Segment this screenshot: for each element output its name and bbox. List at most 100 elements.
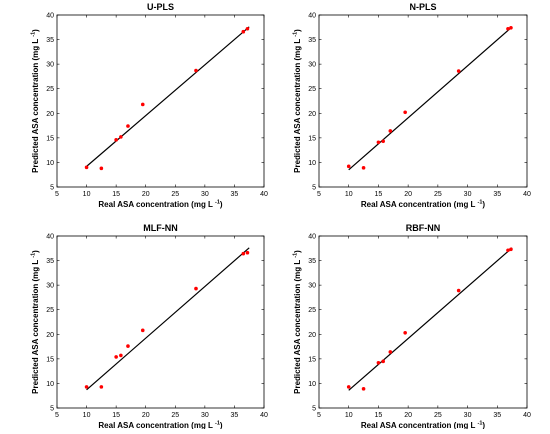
chart-1-y-tick-label: 15 <box>308 135 316 142</box>
chart-2-x-axis-label: Real ASA concentration (mg L -1) <box>98 421 223 430</box>
chart-1-title: N-PLS <box>410 2 437 12</box>
chart-0-data-point <box>241 29 246 34</box>
chart-3-x-tick-label: 30 <box>464 412 472 419</box>
chart-0-y-axis-label-close: ) <box>31 29 40 32</box>
chart-1-x-tick-label: 40 <box>523 191 531 198</box>
chart-1-y-tick-label: 30 <box>308 62 316 69</box>
chart-3-y-axis-label-close: ) <box>293 250 302 253</box>
chart-0-fit-line <box>86 26 250 167</box>
chart-1-y-axis-label-text: Predicted ASA concentration (mg L <box>293 37 302 173</box>
chart-0-y-tick-label: 10 <box>46 160 54 167</box>
chart-2-y-tick-label: 30 <box>46 283 54 290</box>
chart-0-x-axis-label-close: ) <box>220 200 223 209</box>
chart-1-y-tick-label: 25 <box>308 86 316 93</box>
chart-0-y-tick-label: 35 <box>46 37 54 44</box>
chart-2-x-tick-label: 40 <box>260 412 268 419</box>
chart-3-y-tick-label: 5 <box>312 406 316 413</box>
chart-0-x-tick-label: 40 <box>260 191 268 198</box>
chart-3-fit-line <box>348 247 513 391</box>
chart-3-data-point <box>361 387 366 391</box>
chart-3-panel: 5 10 15 20 25 30 35 40 5 10 15 20 25 30 35 40 RBF-NN Real… <box>293 223 531 430</box>
chart-0-title: U-PLS <box>147 2 174 12</box>
chart-2-y-tick-label: 40 <box>46 234 54 241</box>
chart-2-data-point <box>84 385 89 389</box>
chart-3-x-tick-label: 35 <box>493 412 501 419</box>
chart-1-data-point <box>509 25 513 30</box>
chart-1-data-point <box>403 110 407 115</box>
chart-3-data-point <box>403 331 407 335</box>
chart-3-x-axis-label-close: ) <box>482 421 485 429</box>
chart-1-data-point <box>376 140 381 145</box>
chart-2-y-tick-label: 20 <box>46 332 54 339</box>
chart-3-title: RBF-NN <box>406 223 441 233</box>
chart-2-data-point <box>140 328 145 333</box>
chart-3-y-tick-label: 35 <box>308 258 316 265</box>
chart-0-y-tick-label: 5 <box>50 185 54 192</box>
chart-1-panel: 5 10 15 20 25 30 35 40 5 10 15 20 25 30 35 40 N-PLS Real … <box>293 2 531 209</box>
chart-2-y-tick-label: 35 <box>46 258 54 265</box>
chart-0-data-point <box>194 68 198 73</box>
chart-0-data-point <box>140 102 145 107</box>
chart-0-x-tick-label: 35 <box>231 191 239 198</box>
chart-2-data-point <box>245 250 250 255</box>
chart-2-y-axis-label-exponent: -1 <box>31 253 37 258</box>
chart-3-x-axis-label-exponent: -1 <box>478 421 483 427</box>
chart-3-x-axis-label: Real ASA concentration (mg L -1) <box>361 421 486 430</box>
chart-1-y-axis-label-exponent: -1 <box>293 32 299 37</box>
chart-0-y-axis-label-exponent: -1 <box>31 32 37 37</box>
chart-3-y-tick-label: 30 <box>308 283 316 290</box>
chart-0-data-point <box>114 138 118 142</box>
chart-1-x-tick-label: 20 <box>404 191 412 198</box>
chart-1-x-axis-label-text: Real ASA concentration (mg L <box>361 200 478 209</box>
chart-3-x-tick-label: 10 <box>345 412 353 419</box>
chart-3-y-tick-label: 20 <box>308 332 316 339</box>
chart-3-data-point <box>506 248 510 253</box>
chart-1-y-tick-label: 10 <box>308 160 316 167</box>
chart-0-y-axis-label: Predicted ASA concentration (mg L -1) <box>31 29 41 173</box>
chart-3-y-axis-label-exponent: -1 <box>293 253 299 258</box>
chart-0-x-axis-label-text: Real ASA concentration (mg L <box>98 200 215 209</box>
chart-3-data-point <box>381 359 385 364</box>
chart-0-y-tick-label: 25 <box>46 86 54 93</box>
chart-0-data-point <box>245 26 250 31</box>
chart-2-x-tick-label: 5 <box>55 412 59 419</box>
chart-2-panel: 5 10 15 20 25 30 35 40 5 10 15 20 25 30 35 40 MLF-NN Real… <box>31 223 268 430</box>
chart-1-x-tick-label: 15 <box>375 191 383 198</box>
chart-2-data-point <box>119 353 123 358</box>
chart-0-y-tick-label: 15 <box>46 135 54 142</box>
chart-0-data-point <box>84 165 89 170</box>
chart-3-x-tick-label: 40 <box>523 412 531 419</box>
chart-2-y-tick-label: 5 <box>50 406 54 413</box>
chart-2-y-axis-label: Predicted ASA concentration (mg L -1) <box>31 250 41 394</box>
chart-1-y-tick-label: 35 <box>308 37 316 44</box>
chart-2-y-tick-label: 15 <box>46 356 54 363</box>
chart-3-data-point <box>346 385 351 389</box>
chart-3-x-tick-label: 5 <box>317 412 321 419</box>
chart-1-x-tick-label: 35 <box>493 191 501 198</box>
chart-2-data-point <box>99 385 104 389</box>
chart-1-data-point <box>456 69 461 73</box>
chart-1-fit-line <box>348 26 513 171</box>
chart-1-x-tick-label: 25 <box>434 191 442 198</box>
chart-2-data-point <box>194 286 198 291</box>
chart-3-y-tick-label: 40 <box>308 234 316 241</box>
chart-0-x-tick-label: 10 <box>83 191 91 198</box>
chart-3-x-tick-label: 25 <box>434 412 442 419</box>
chart-1-y-axis-label-close: ) <box>293 29 302 32</box>
chart-2-x-tick-label: 35 <box>231 412 239 419</box>
chart-2-data-point <box>241 251 246 256</box>
chart-0-x-axis-label: Real ASA concentration (mg L -1) <box>98 200 223 210</box>
chart-1-data-point <box>388 129 393 133</box>
chart-3-y-axis-label: Predicted ASA concentration (mg L -1) <box>293 250 303 394</box>
chart-1-y-tick-label: 20 <box>308 111 316 118</box>
chart-2-y-tick-label: 10 <box>46 381 54 388</box>
chart-3-data-point <box>509 247 513 252</box>
chart-1-x-tick-label: 30 <box>464 191 472 198</box>
chart-1-x-tick-label: 5 <box>317 191 321 198</box>
chart-0-data-point <box>99 166 104 171</box>
chart-3-axes-box <box>318 235 528 409</box>
chart-3-y-tick-label: 15 <box>308 356 316 363</box>
chart-0-x-tick-label: 5 <box>55 191 59 198</box>
